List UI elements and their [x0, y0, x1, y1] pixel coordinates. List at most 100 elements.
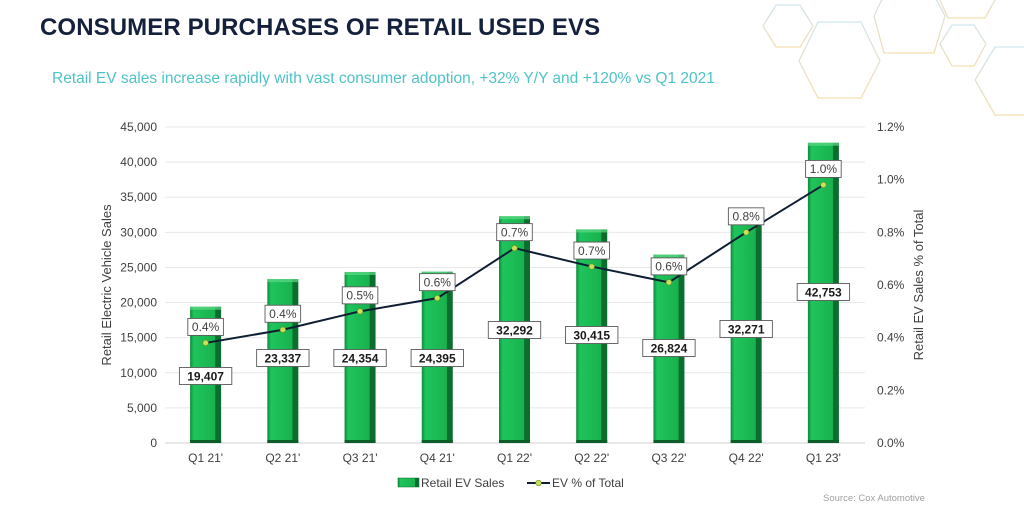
bar-value-label: 30,415 — [573, 328, 610, 342]
line-marker — [665, 279, 673, 286]
right-axis-title: Retail EV Sales % of Total — [911, 210, 926, 361]
hexagon-shape — [974, 46, 1024, 116]
left-tick-label: 5,000 — [127, 401, 157, 415]
right-tick-label: 0.8% — [877, 225, 905, 239]
line-marker — [202, 339, 209, 347]
bar-value-label: 19,407 — [187, 369, 224, 383]
bar-value-label: 32,271 — [728, 322, 765, 336]
left-tick-label: 15,000 — [120, 331, 157, 345]
bar-base — [807, 440, 839, 443]
line-value-label: 0.6% — [424, 275, 452, 289]
line-marker — [434, 295, 441, 302]
left-tick-label: 25,000 — [120, 260, 157, 274]
legend: Retail EV Sales EV % of Total — [397, 476, 624, 490]
right-axis-ticks: 0.0% 0.2% 0.4% 0.6% 0.8% 1.0% 1.2% — [877, 120, 905, 450]
bar-value-label-box — [410, 349, 464, 367]
line-marker — [279, 326, 286, 333]
line-value-label: 0.5% — [346, 289, 374, 303]
bar-base — [267, 440, 299, 443]
line-value-label-box — [496, 223, 533, 242]
x-axis-ticks: Q1 21' Q2 21' Q3 21' Q4 21' Q1 22' Q2 22' Q3 2… — [188, 451, 841, 465]
line-marker — [588, 263, 595, 270]
x-tick-label: Q4 22' — [729, 451, 764, 465]
bar-value-label-box — [256, 349, 310, 367]
hexagon-shape — [939, 24, 987, 67]
right-tick-label: 1.2% — [877, 120, 905, 134]
left-tick-label: 40,000 — [120, 155, 157, 169]
x-tick-label: Q2 22' — [574, 451, 609, 465]
bar-highlight — [190, 306, 222, 310]
line-value-label: 0.7% — [501, 225, 529, 239]
bar-data-labels: 19,407 23,337 24,354 24,395 32,292 30,415 26,8… — [178, 283, 851, 385]
bar-value-label: 32,292 — [496, 323, 533, 337]
bar-value-label-box — [719, 320, 773, 338]
hexagon-shape — [873, 0, 946, 54]
left-axis-ticks: 0 5,000 10,000 15,000 20,000 25,000 30,000 35,0… — [120, 120, 157, 450]
x-tick-label: Q3 21' — [343, 451, 378, 465]
bar-highlight — [267, 279, 299, 283]
legend-line-label: EV % of Total — [552, 476, 624, 490]
line-value-label: 0.7% — [578, 244, 606, 258]
left-tick-label: 35,000 — [120, 190, 157, 204]
bar-highlight — [421, 271, 453, 275]
line-series — [202, 181, 827, 347]
page-title: CONSUMER PURCHASES OF RETAIL USED EVS — [40, 14, 601, 41]
bar-value-label-box — [642, 339, 696, 357]
left-tick-label: 10,000 — [120, 366, 157, 380]
line-value-label-box — [341, 286, 379, 305]
bar-value-label-box — [565, 326, 619, 344]
bar-value-label: 24,354 — [342, 351, 379, 365]
left-tick-label: 20,000 — [120, 296, 157, 310]
line-value-label-box — [727, 207, 765, 226]
line-value-label-box — [187, 317, 224, 336]
line-marker — [743, 229, 750, 236]
bar-highlight — [344, 271, 376, 275]
hexagon-shape — [798, 21, 881, 99]
line-value-label: 0.4% — [269, 307, 297, 321]
bar-value-label-box — [333, 349, 387, 367]
bar-base — [190, 440, 222, 443]
left-axis-title: Retail Electric Vehicle Sales — [99, 204, 114, 366]
line-marker — [356, 308, 364, 315]
x-tick-label: Q1 23' — [806, 451, 841, 465]
bar-base — [576, 440, 608, 443]
line-value-label-box — [573, 241, 610, 260]
right-tick-label: 0.4% — [877, 331, 905, 345]
bar-value-label: 26,824 — [651, 341, 688, 355]
hexagon-shape — [762, 4, 814, 48]
left-tick-label: 45,000 — [120, 120, 157, 134]
line-value-label-box — [805, 159, 842, 178]
hexagon-shape — [939, 0, 996, 19]
x-tick-label: Q2 21' — [265, 451, 300, 465]
bar-highlight — [807, 142, 839, 146]
line-value-label: 0.4% — [192, 320, 220, 334]
line-value-label-box — [419, 273, 456, 292]
bar-base — [344, 440, 376, 443]
left-tick-label: 0 — [150, 436, 157, 450]
right-tick-label: 0.0% — [877, 436, 905, 450]
line-marker — [511, 245, 518, 252]
legend-bar-swatch — [397, 477, 420, 488]
right-tick-label: 0.6% — [877, 278, 905, 292]
bar-value-label-box — [796, 283, 851, 301]
left-tick-label: 30,000 — [120, 225, 157, 239]
legend-line-marker — [535, 479, 542, 487]
bar-base — [653, 440, 685, 443]
bar-base — [499, 440, 530, 443]
right-tick-label: 0.2% — [877, 383, 905, 397]
line-value-label-box — [650, 257, 688, 276]
bar-base — [730, 440, 762, 443]
bar-value-label: 42,753 — [805, 285, 842, 299]
line-value-label-box — [264, 304, 302, 323]
bar-highlight — [499, 216, 530, 220]
bar-value-label: 23,337 — [264, 351, 301, 365]
page-subtitle: Retail EV sales increase rapidly with va… — [52, 70, 715, 87]
line-value-label: 0.6% — [655, 260, 683, 274]
x-tick-label: Q4 21' — [420, 451, 455, 465]
bar-value-label-box — [487, 321, 542, 339]
line-value-label: 1.0% — [810, 162, 838, 176]
line-data-labels: 0.4% 0.4% 0.5% 0.6% 0.7% 0.7% 0.6% 0.8% 1.0% — [187, 159, 842, 336]
bar-series — [190, 142, 839, 443]
